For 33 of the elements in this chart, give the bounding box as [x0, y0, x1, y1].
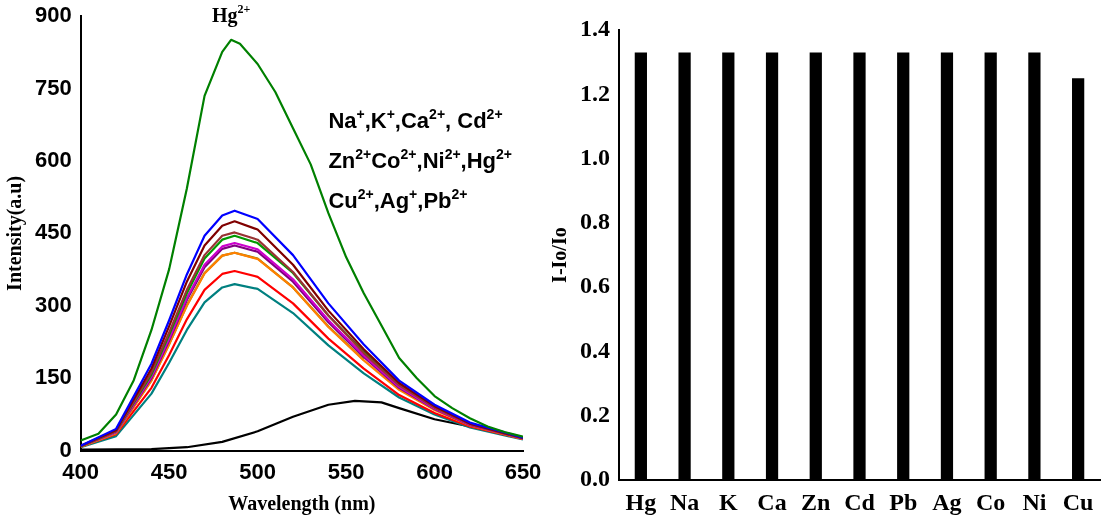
x-axis-title: Wavelength (nm) [228, 492, 376, 516]
y-tick-label: 750 [34, 74, 72, 100]
x-tick-label: Zn [801, 488, 831, 515]
x-tick-label: Pb [889, 488, 918, 515]
y-tick-label: 0.8 [580, 208, 610, 235]
y-tick-label: 900 [34, 2, 72, 28]
y-tick-label: 0.4 [580, 336, 610, 363]
x-tick-label: Cu [1062, 488, 1094, 515]
y-tick-label: 1.4 [580, 15, 610, 42]
x-tick-label: Na [669, 488, 700, 515]
x-tick-label: Hg [625, 488, 657, 515]
x-tick-label: 450 [150, 458, 188, 484]
y-axis-title: I-Io/Io [548, 227, 571, 283]
x-tick-label: Co [976, 488, 1006, 515]
y-tick-label: 0.0 [580, 465, 610, 492]
x-tick-label: Ca [757, 488, 787, 515]
y-tick-label: 450 [34, 219, 72, 245]
y-tick-label: 300 [34, 291, 72, 317]
y-axis-title: Intensity(a.u) [3, 175, 27, 291]
x-tick-label: Cd [844, 488, 876, 515]
y-tick-label: 600 [34, 147, 72, 173]
y-tick-label: 0.6 [580, 272, 610, 299]
y-tick-label: 1.0 [580, 143, 610, 170]
x-tick-label: 550 [327, 458, 365, 484]
x-tick-label: K [718, 488, 738, 515]
x-tick-label: 650 [504, 458, 542, 484]
y-tick-label: 0.2 [580, 401, 610, 428]
y-tick-label: 150 [34, 364, 72, 390]
x-tick-label: Ni [1022, 488, 1047, 515]
x-tick-label: 600 [416, 458, 453, 484]
x-tick-label: Ag [932, 488, 962, 515]
y-tick-label: 1.2 [580, 79, 610, 106]
x-tick-label: 500 [239, 458, 276, 484]
